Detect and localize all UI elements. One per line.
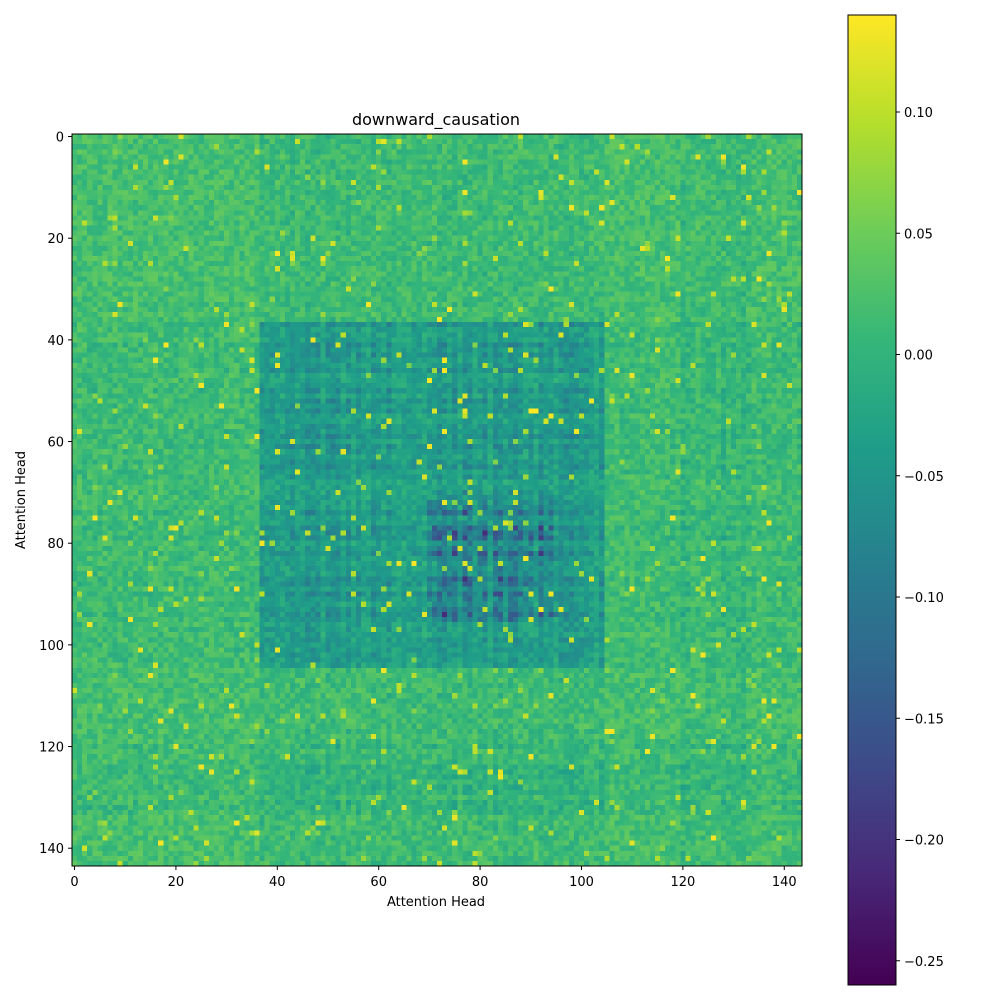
x-tick-label: 40 xyxy=(269,875,286,890)
colorbar-tick-label: −0.15 xyxy=(904,712,944,727)
y-axis-label: Attention Head xyxy=(14,451,29,549)
heatmap-image xyxy=(72,134,802,866)
y-tick-label: 40 xyxy=(47,334,64,349)
colorbar-tick-label: 0.00 xyxy=(904,349,933,364)
x-axis-label: Attention Head xyxy=(387,895,485,910)
y-tick-label: 20 xyxy=(47,232,64,247)
colorbar-tick-label: −0.05 xyxy=(904,470,944,485)
x-axis-ticks: 0 20 40 60 80 100 120 140 xyxy=(70,866,797,890)
y-tick-label: 0 xyxy=(56,131,64,146)
colorbar-frame xyxy=(847,14,897,986)
plot-frame xyxy=(71,133,803,867)
chart-title: downward_causation xyxy=(352,110,520,130)
colorbar-tick-label: 0.10 xyxy=(904,106,933,121)
y-tick-label: 120 xyxy=(39,741,64,756)
x-tick-label: 100 xyxy=(569,875,594,890)
x-tick-label: 80 xyxy=(472,875,489,890)
x-tick-label: 140 xyxy=(772,875,797,890)
colorbar-tick-label: −0.10 xyxy=(904,591,944,606)
x-tick-label: 120 xyxy=(670,875,695,890)
y-tick-label: 80 xyxy=(47,537,64,552)
x-tick-label: 60 xyxy=(370,875,387,890)
colorbar-tick-label: −0.25 xyxy=(904,955,944,970)
colorbar-tick-label: −0.20 xyxy=(904,834,944,849)
y-tick-label: 100 xyxy=(39,639,64,654)
colorbar-gradient xyxy=(848,15,896,985)
y-axis-ticks: 0 20 40 60 80 100 120 140 xyxy=(39,131,72,857)
x-tick-label: 0 xyxy=(70,875,78,890)
x-tick-label: 20 xyxy=(168,875,185,890)
y-tick-label: 60 xyxy=(47,436,64,451)
colorbar-ticks: 0.10 0.05 0.00 −0.05 −0.10 −0.15 −0.20 −0.25 xyxy=(896,106,944,970)
colorbar-tick-label: 0.05 xyxy=(904,227,933,242)
y-tick-label: 140 xyxy=(39,842,64,857)
